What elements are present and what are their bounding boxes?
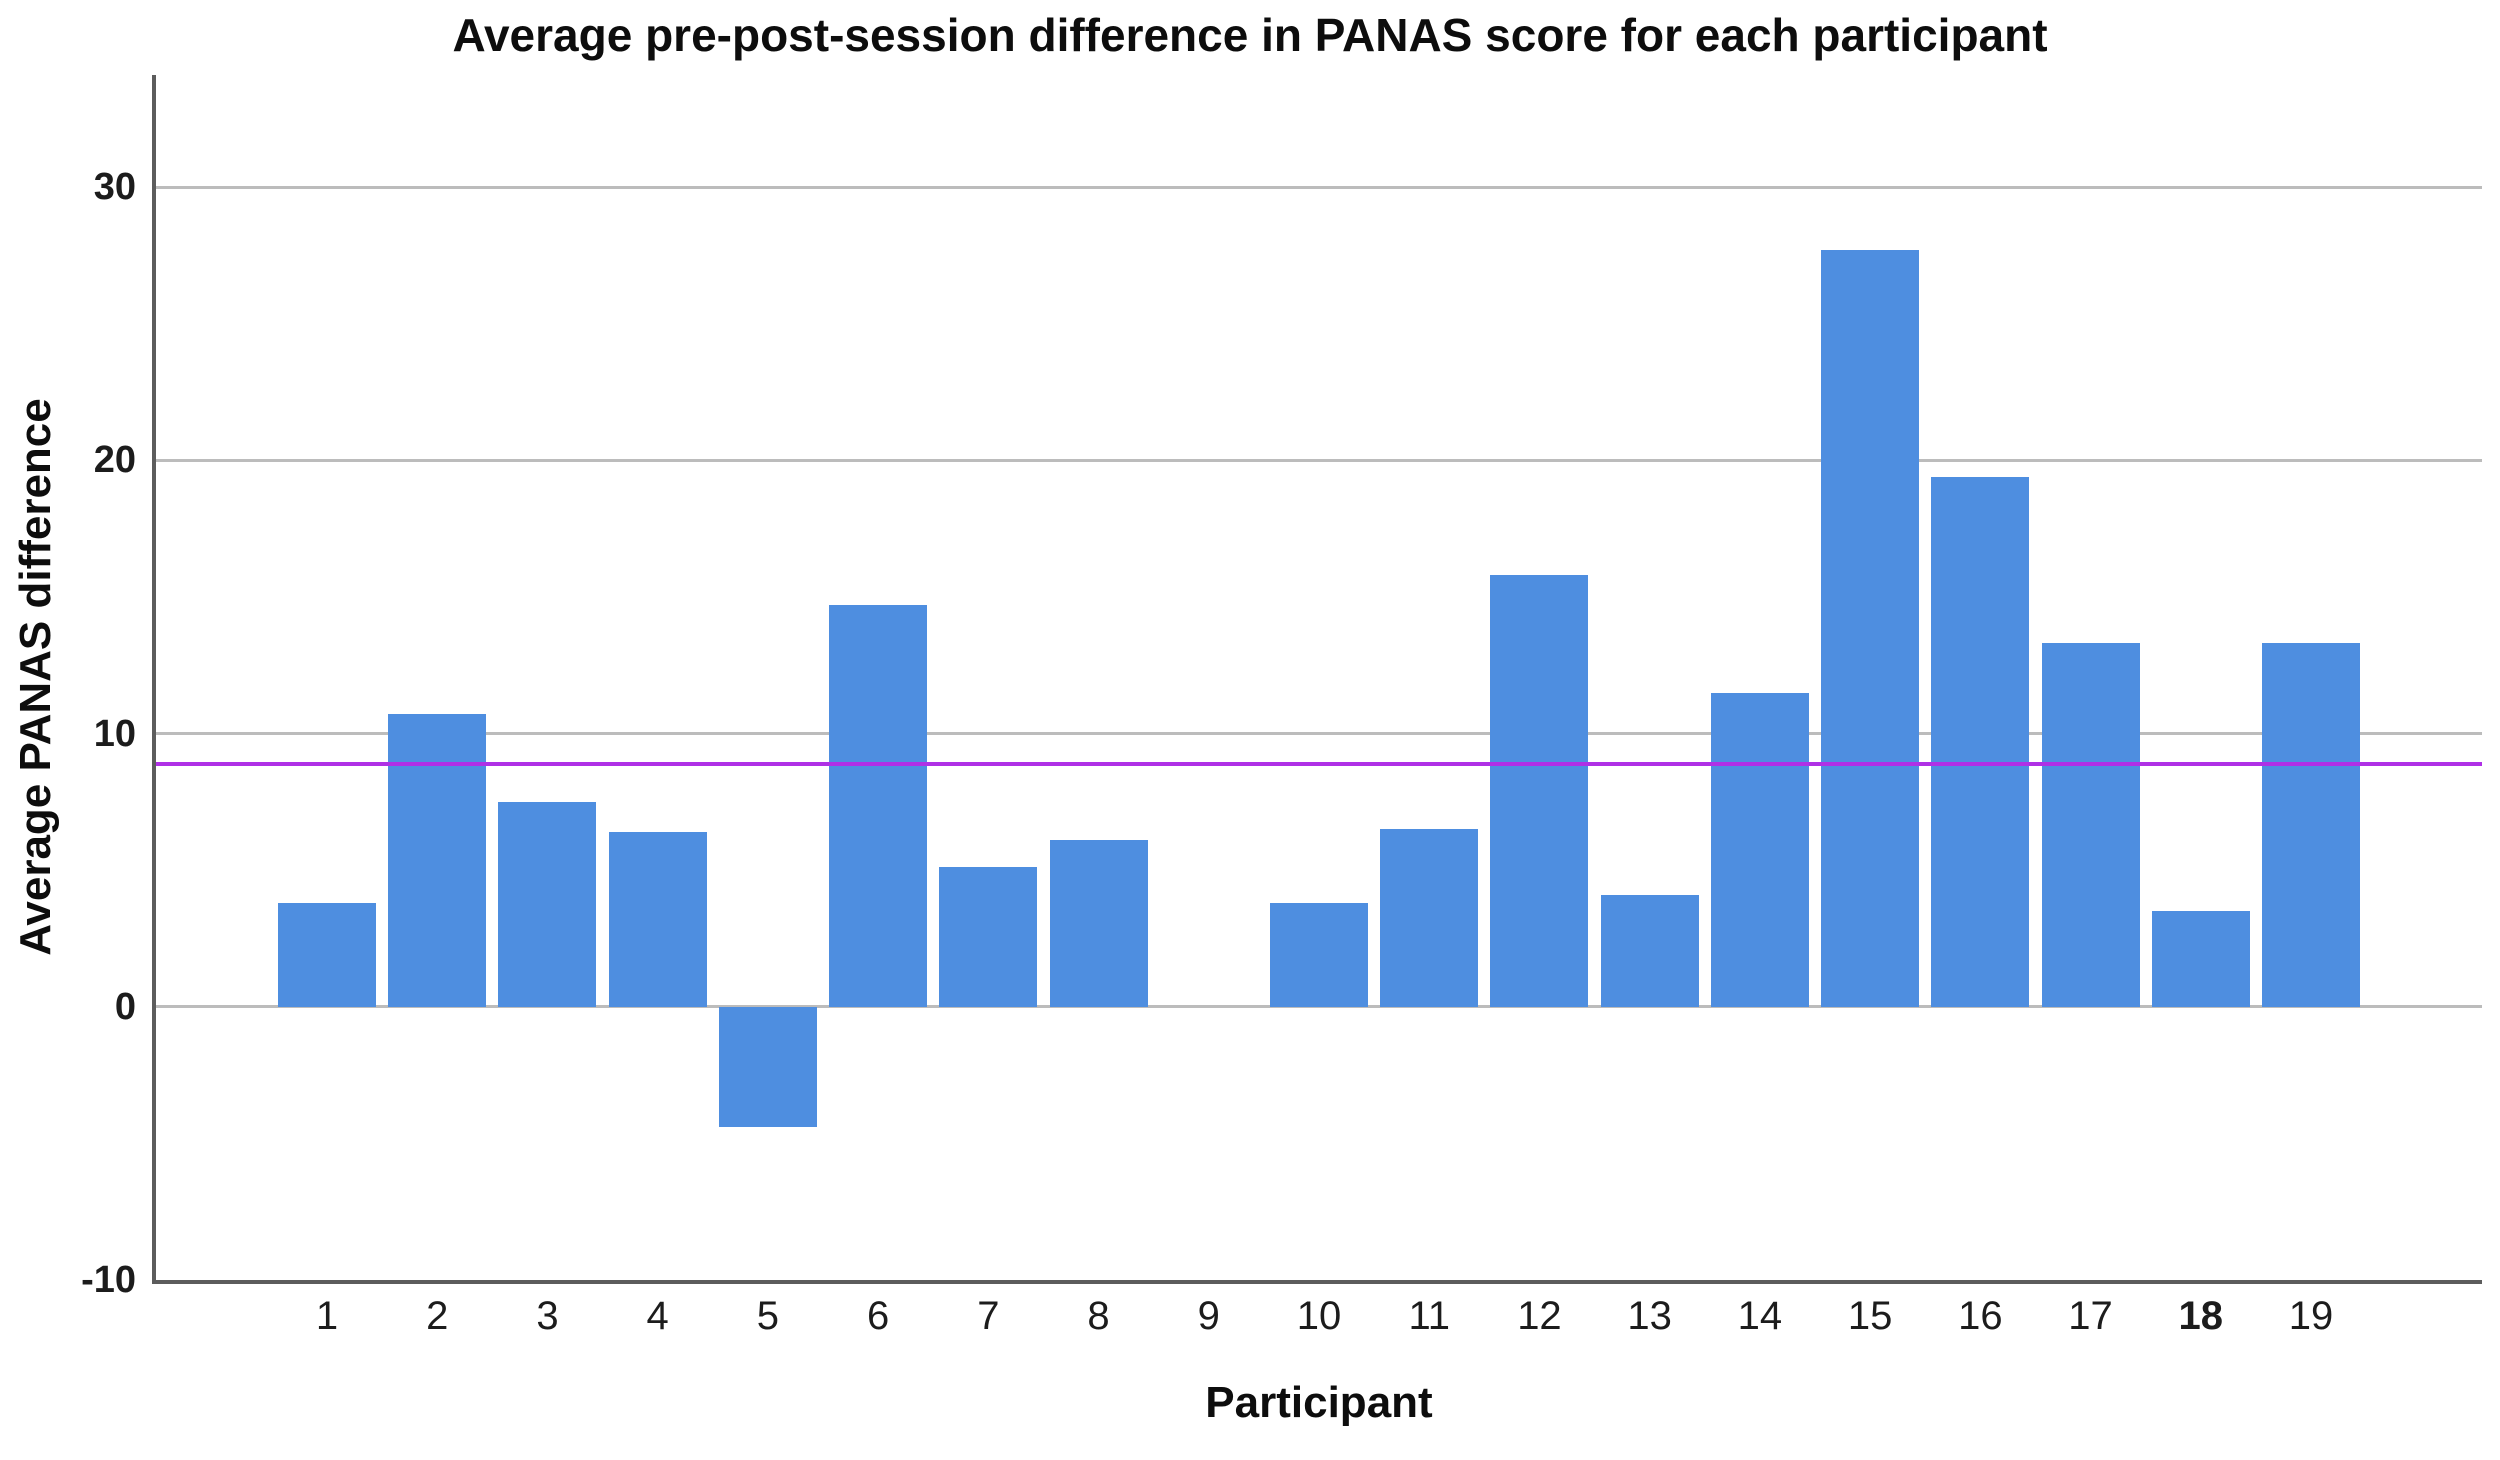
gridline-20 <box>156 458 2482 462</box>
x-axis-title: Participant <box>1205 1378 1433 1427</box>
bar-participant-8 <box>1049 840 1148 1007</box>
bar-participant-2 <box>388 714 487 1007</box>
gridline-10 <box>156 732 2482 735</box>
x-tick-label-5: 5 <box>756 1294 779 1338</box>
x-tick-label-16: 16 <box>1958 1294 2003 1338</box>
bar-participant-4 <box>608 831 707 1007</box>
bar-participant-10 <box>1270 902 1368 1007</box>
y-axis-line <box>152 75 156 1284</box>
bar-participant-1 <box>278 902 376 1007</box>
bar-participant-5 <box>718 1006 817 1127</box>
x-tick-label-2: 2 <box>426 1294 449 1338</box>
x-tick-label-12: 12 <box>1517 1294 1562 1338</box>
y-tick-label-20: 20 <box>93 439 136 482</box>
bar-participant-15 <box>1821 249 1920 1007</box>
x-tick-label-19: 19 <box>2288 1294 2334 1338</box>
y-tick-label-10: 10 <box>93 712 136 755</box>
bar-participant-14 <box>1710 692 1809 1007</box>
x-tick-label-10: 10 <box>1296 1294 1342 1338</box>
x-tick-label-9: 9 <box>1197 1294 1220 1338</box>
y-tick-label-30: 30 <box>93 166 136 209</box>
x-tick-label-11: 11 <box>1408 1294 1450 1338</box>
x-tick-label-14: 14 <box>1737 1294 1783 1338</box>
gridline-0 <box>156 1005 2482 1009</box>
reference-line <box>156 761 2482 766</box>
x-axis-line <box>152 1280 2482 1284</box>
x-tick-label-18: 18 <box>2178 1294 2224 1338</box>
x-tick-label-17: 17 <box>2068 1294 2113 1338</box>
x-tick-label-15: 15 <box>1847 1294 1893 1338</box>
bar-participant-7 <box>939 867 1038 1007</box>
bar-participant-3 <box>498 801 597 1007</box>
x-tick-label-8: 8 <box>1087 1294 1110 1338</box>
x-tick-label-3: 3 <box>536 1294 559 1338</box>
bar-participant-13 <box>1600 894 1699 1007</box>
bar-participant-17 <box>2041 643 2140 1007</box>
bar-participant-11 <box>1380 829 1479 1007</box>
bar-participant-16 <box>1931 476 2030 1007</box>
plot-area: 1 2 3 4 5 6 7 8 9 10 11 12 13 14 15 16 17 18 19 <box>156 75 2482 1338</box>
bar-participant-19 <box>2262 643 2360 1007</box>
x-tick-label-4: 4 <box>646 1294 669 1338</box>
bar-participant-18 <box>2151 911 2250 1007</box>
x-tick-label-1: 1 <box>315 1294 339 1338</box>
gridline-30 <box>156 185 2482 189</box>
y-axis-title: Average PANAS difference <box>11 398 60 956</box>
bar-participant-12 <box>1490 575 1589 1007</box>
x-tick-label-6: 6 <box>866 1294 890 1338</box>
y-tick-label--10: -10 <box>81 1259 136 1301</box>
x-tick-label-13: 13 <box>1627 1294 1672 1338</box>
chart-title: Average pre-post-session difference in P… <box>452 9 2048 61</box>
bar-participant-6 <box>829 605 928 1007</box>
x-tick-label-7: 7 <box>977 1294 1000 1338</box>
y-tick-label-0: 0 <box>114 985 136 1028</box>
